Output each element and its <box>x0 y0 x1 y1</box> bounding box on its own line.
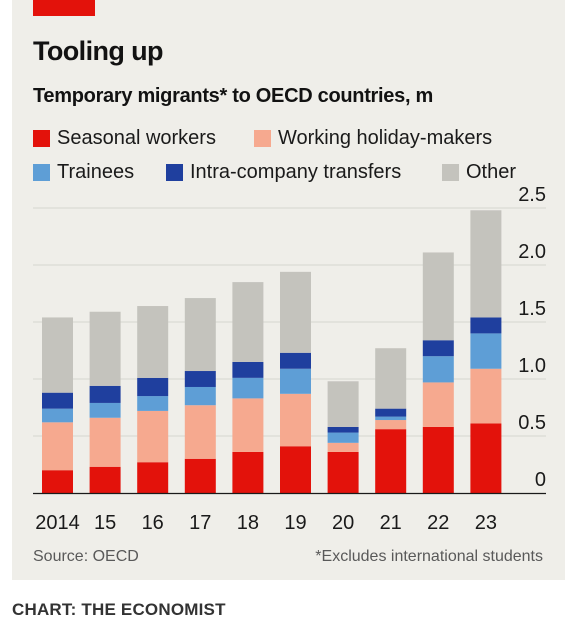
x-tick-label-19: 19 <box>284 512 306 534</box>
bar-16-seasonal-workers <box>137 462 169 493</box>
brand-red-bar <box>33 0 95 16</box>
legend-label-intra-company-transfers: Intra-company transfers <box>190 161 402 183</box>
bar-18-seasonal-workers <box>232 451 264 493</box>
bar-19-other <box>280 271 311 353</box>
bar-17-trainees <box>184 386 216 406</box>
bar-17-working-holiday-makers <box>184 405 216 459</box>
legend-swatch-other <box>442 164 459 181</box>
source-note: Source: OECD <box>33 548 139 565</box>
legend-swatch-trainees <box>33 164 50 181</box>
legend-item-trainees: Trainees <box>33 161 134 184</box>
chart-subtitle: Temporary migrants* to OECD countries, m <box>33 85 433 107</box>
chart-title: Tooling up <box>33 36 164 66</box>
bar-2014-other <box>42 317 73 393</box>
x-tick-label-20: 20 <box>332 512 354 534</box>
bar-20-intra-company-transfers <box>327 426 359 433</box>
legend-label-other: Other <box>466 161 517 183</box>
bar-18-trainees <box>232 377 264 399</box>
bar-22-working-holiday-makers <box>422 382 454 427</box>
bar-15-other <box>89 311 121 386</box>
bar-19-intra-company-transfers <box>280 352 311 369</box>
legend-swatch-intra-company-transfers <box>166 164 183 181</box>
y-tick-label-1-5: 1.5 <box>518 298 546 320</box>
bar-16-other <box>137 306 169 378</box>
bar-18-other <box>232 282 264 362</box>
bar-15-trainees <box>89 402 121 418</box>
bar-18-working-holiday-makers <box>232 398 264 452</box>
bar-16-trainees <box>137 396 169 411</box>
chart-credit: CHART: THE ECONOMIST <box>12 600 226 619</box>
bar-19-seasonal-workers <box>280 446 311 493</box>
bar-15-working-holiday-makers <box>89 417 121 467</box>
bar-20-seasonal-workers <box>327 451 359 493</box>
bar-19-working-holiday-makers <box>280 393 311 447</box>
bar-22-seasonal-workers <box>422 426 454 493</box>
bar-21-working-holiday-makers <box>375 420 407 430</box>
bar-23-intra-company-transfers <box>470 317 502 334</box>
bar-15-seasonal-workers <box>89 466 121 493</box>
bar-23-other <box>470 210 502 318</box>
bar-2014-working-holiday-makers <box>42 422 73 471</box>
bar-17-intra-company-transfers <box>184 371 216 387</box>
footnote: *Excludes international students <box>315 548 543 565</box>
bar-17-seasonal-workers <box>184 458 216 493</box>
bar-16-working-holiday-makers <box>137 410 169 463</box>
bar-17-other <box>184 298 216 372</box>
x-tick-label-21: 21 <box>380 512 402 534</box>
legend-label-trainees: Trainees <box>57 161 135 183</box>
bar-18-intra-company-transfers <box>232 361 264 378</box>
legend-item-other: Other <box>442 161 516 184</box>
legend-label-seasonal-workers: Seasonal workers <box>57 127 216 149</box>
bar-23-working-holiday-makers <box>470 368 502 424</box>
bar-20-working-holiday-makers <box>327 442 359 452</box>
x-tick-label-23: 23 <box>475 512 497 534</box>
bar-21-other <box>375 348 407 409</box>
x-tick-label-22: 22 <box>427 512 449 534</box>
bar-21-intra-company-transfers <box>375 408 407 417</box>
bar-15-intra-company-transfers <box>89 385 121 403</box>
bar-22-other <box>422 252 454 341</box>
y-tick-label-0: 0 <box>535 469 546 491</box>
x-tick-label-2014: 2014 <box>35 512 80 534</box>
bar-21-trainees <box>375 416 407 421</box>
bar-23-seasonal-workers <box>470 423 502 493</box>
bar-22-intra-company-transfers <box>422 340 454 357</box>
bar-2014-intra-company-transfers <box>42 392 73 409</box>
x-tick-label-17: 17 <box>189 512 211 534</box>
bar-20-trainees <box>327 432 359 443</box>
legend-item-working-holiday-makers: Working holiday-makers <box>254 127 492 150</box>
legend-item-intra-company-transfers: Intra-company transfers <box>166 161 401 184</box>
x-tick-label-18: 18 <box>237 512 259 534</box>
y-tick-label-0-5: 0.5 <box>518 412 546 434</box>
legend-swatch-seasonal-workers <box>33 130 50 147</box>
bar-21-seasonal-workers <box>375 429 407 493</box>
bar-20-other <box>327 381 359 427</box>
bar-2014-trainees <box>42 408 73 423</box>
legend-item-seasonal-workers: Seasonal workers <box>33 127 216 150</box>
legend-label-working-holiday-makers: Working holiday-makers <box>278 127 493 149</box>
bar-2014-seasonal-workers <box>42 470 73 493</box>
legend-swatch-working-holiday-makers <box>254 130 271 147</box>
bar-16-intra-company-transfers <box>137 377 169 397</box>
y-tick-label-2-0: 2.0 <box>518 241 546 263</box>
x-tick-label-16: 16 <box>142 512 164 534</box>
y-tick-label-1-0: 1.0 <box>518 355 546 377</box>
x-tick-label-15: 15 <box>94 512 116 534</box>
y-tick-label-2-5: 2.5 <box>518 184 546 206</box>
bar-19-trainees <box>280 368 311 394</box>
bar-22-trainees <box>422 356 454 383</box>
bar-23-trainees <box>470 333 502 369</box>
